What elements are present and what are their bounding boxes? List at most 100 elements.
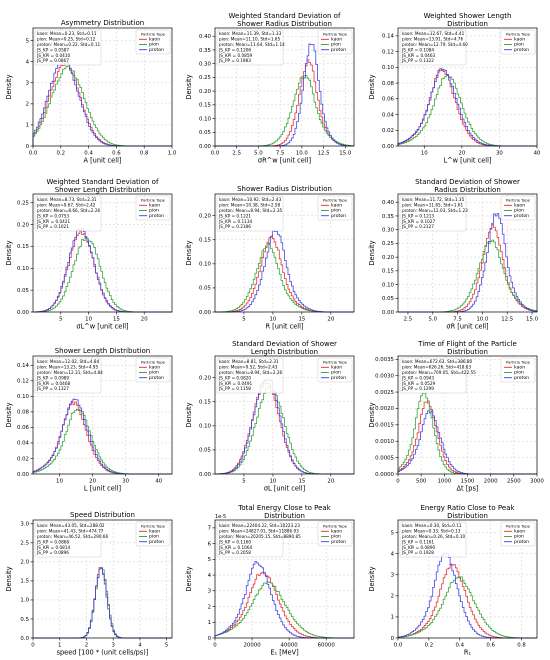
y-tick-label: 0.20 <box>199 375 212 381</box>
y-axis-label: Density <box>5 402 13 427</box>
x-tick-label: 40000 <box>281 643 299 649</box>
y-tick-label: 0.08 <box>382 81 395 87</box>
chart-title: Time of Flight of the Particle Distributi… <box>417 340 517 356</box>
y-tick-label: 0.04 <box>17 441 30 447</box>
stats-line: pion: Mean=0.25, Std=0.12 <box>37 37 96 42</box>
y-axis-label: Density <box>185 74 193 99</box>
stats-line: JS_KPi = 0.0468 <box>36 381 70 386</box>
stats-line: pion: Mean=41.43, Std=474.77 <box>37 529 104 534</box>
x-tick-label: 0.6 <box>486 643 495 649</box>
legend-entry: proton <box>331 47 346 53</box>
stats-line: proton: Mean=709.05, Std=422.55 <box>402 370 476 375</box>
x-tick-label: 500 <box>416 479 427 485</box>
y-tick-label: 4 <box>26 60 30 66</box>
y-tick-label: 0.0010 <box>375 439 394 445</box>
axes-frame <box>397 193 538 313</box>
axes-frame <box>32 27 173 147</box>
y-tick-label: 0 <box>26 144 30 150</box>
y-tick-label: 3 <box>391 573 394 579</box>
stats-line: kaon: Mean=11.72, Std=1.35 <box>402 197 465 202</box>
y-tick-label: 0.12 <box>382 49 394 55</box>
legend-title: Particle Type <box>141 359 166 364</box>
x-tick-label: 10 <box>85 317 92 323</box>
y-tick-label: 0.20 <box>199 213 212 219</box>
x-tick-label: 30 <box>496 151 503 157</box>
legend-entry: pion <box>514 42 524 48</box>
legend-entry: proton <box>331 213 346 219</box>
y-tick-label: 5 <box>26 38 29 44</box>
legend-title: Particle Type <box>141 31 166 36</box>
legend-entry: pion <box>331 42 341 48</box>
y-tick-label: 0.00 <box>199 472 212 478</box>
stats-line: JS_PP = 0.1021 <box>36 224 69 229</box>
y-tick-label: 0.40 <box>382 200 395 206</box>
legend-title: Particle Type <box>323 359 348 364</box>
y-tick-label: 0.35 <box>382 214 394 220</box>
stats-line: JS_KPi = 0.0410 <box>36 53 70 58</box>
stats-line: JS_PP = 0.1158 <box>218 386 251 391</box>
y-tick-label: 0.14 <box>382 34 395 40</box>
stats-line: pion: Mean=9.67, Std=2.42 <box>37 203 96 208</box>
stats-line: kaon: Mean=8.81, Std=2.31 <box>219 359 279 364</box>
x-tick-label: 15 <box>298 479 305 485</box>
stats-line: JS_PP = 0.1983 <box>218 58 251 63</box>
y-tick-label: 3.0 <box>20 522 29 528</box>
stats-line: JS_KPi = 0.0529 <box>401 381 435 386</box>
y-tick-label: 0.15 <box>199 103 211 109</box>
x-axis-label: σL^w [unit cell] <box>76 323 128 331</box>
chart-title: Shower Length Distribution <box>55 347 151 355</box>
x-tick-label: 5 <box>59 317 62 323</box>
y-tick-label: 1 <box>391 615 394 621</box>
y-tick-label: 0 <box>391 636 395 642</box>
y-tick-label: 1.5 <box>20 579 29 585</box>
x-tick-label: 15.0 <box>339 151 352 157</box>
axes-frame <box>214 519 355 639</box>
legend-entry: pion <box>149 42 159 48</box>
chart-title: Total Energy Close to Peak Distribution <box>237 504 331 520</box>
x-tick-label: 15 <box>113 317 120 323</box>
x-tick-label: 0 <box>213 643 217 649</box>
stats-line: JS_PP = 0.2058 <box>218 550 251 555</box>
x-tick-label: 0.2 <box>425 643 434 649</box>
y-axis-label: Density <box>5 74 13 99</box>
legend-entry: proton <box>149 539 164 545</box>
chart-title: Standard Deviation of Shower Length Distr… <box>232 340 337 356</box>
x-axis-label: A [unit cell] <box>84 157 122 165</box>
y-tick-label: 0.04 <box>382 112 395 118</box>
stats-line: JS_PP = 0.2127 <box>401 224 434 229</box>
stats-line: pion: Mean=11.65, Std=1.61 <box>402 203 463 208</box>
x-tick-label: 0.6 <box>112 151 121 157</box>
x-tick-label: 1500 <box>461 479 475 485</box>
y-tick-label: 0.05 <box>199 286 211 292</box>
legend-title: Particle Type <box>506 31 531 36</box>
legend-title: Particle Type <box>141 197 166 202</box>
x-tick-label: 0.2 <box>57 151 66 157</box>
y-tick-label: 0.0035 <box>375 357 394 363</box>
y-tick-label: 0.40 <box>199 34 212 40</box>
legend-entry: proton <box>149 47 164 53</box>
stats-line: proton: Mean=46.52, Std=290.66 <box>37 534 108 539</box>
x-tick-label: 7.5 <box>453 317 462 323</box>
stats-line: pion: Mean=0.33, Std=0.13 <box>402 529 461 534</box>
stats-line: JS_PP = 0.1327 <box>36 386 69 391</box>
x-tick-label: 2500 <box>507 479 521 485</box>
y-tick-label: 0.30 <box>382 227 395 233</box>
axes-frame <box>214 193 355 313</box>
stats-line: pion: Mean=9.52, Std=2.43 <box>219 365 278 370</box>
y-tick-label: 0 <box>208 636 212 642</box>
x-axis-label: R₁ <box>464 649 472 657</box>
y-axis-label: Density <box>185 566 193 591</box>
y-tick-label: 0.06 <box>17 425 30 431</box>
stats-line: JS_KPi = 0.0463 <box>401 53 435 58</box>
y-tick-label: 0.0025 <box>375 390 394 396</box>
y-tick-label: 0.08 <box>17 410 30 416</box>
y-tick-label: 0.12 <box>17 379 29 385</box>
stats-line: proton: Mean=12.31, Std=4.84 <box>37 370 103 375</box>
stats-line: pion: Mean=24827.01, Std=11886.93 <box>219 529 299 534</box>
y-tick-label: 0.25 <box>17 201 29 207</box>
